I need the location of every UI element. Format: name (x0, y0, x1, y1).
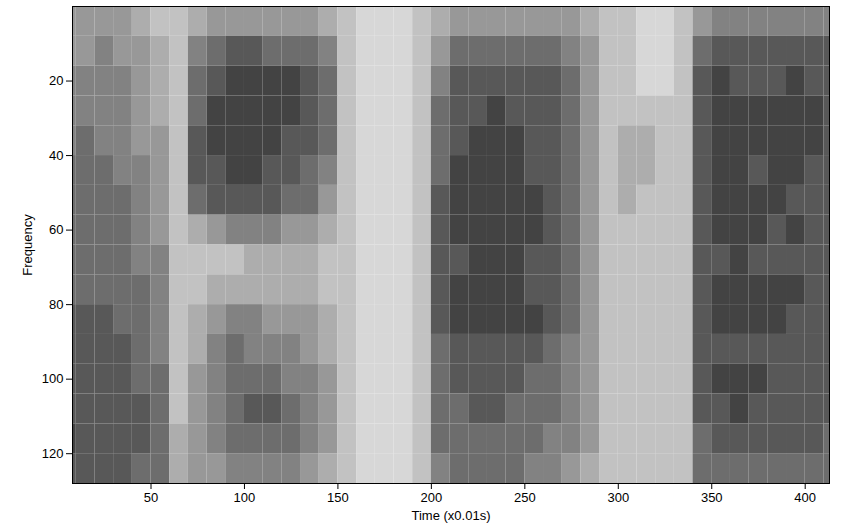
svg-text:Time (x0.01s): Time (x0.01s) (412, 508, 491, 523)
svg-text:300: 300 (607, 490, 629, 505)
svg-text:20: 20 (49, 73, 63, 88)
svg-text:400: 400 (794, 490, 816, 505)
svg-text:40: 40 (49, 148, 63, 163)
svg-text:200: 200 (421, 490, 443, 505)
svg-text:120: 120 (42, 446, 64, 461)
svg-text:50: 50 (144, 490, 158, 505)
svg-text:150: 150 (327, 490, 349, 505)
svg-text:80: 80 (49, 297, 63, 312)
svg-text:100: 100 (42, 371, 64, 386)
svg-text:60: 60 (49, 222, 63, 237)
svg-text:250: 250 (514, 490, 536, 505)
svg-text:100: 100 (234, 490, 256, 505)
svg-text:Frequency: Frequency (20, 214, 35, 276)
svg-text:350: 350 (701, 490, 723, 505)
